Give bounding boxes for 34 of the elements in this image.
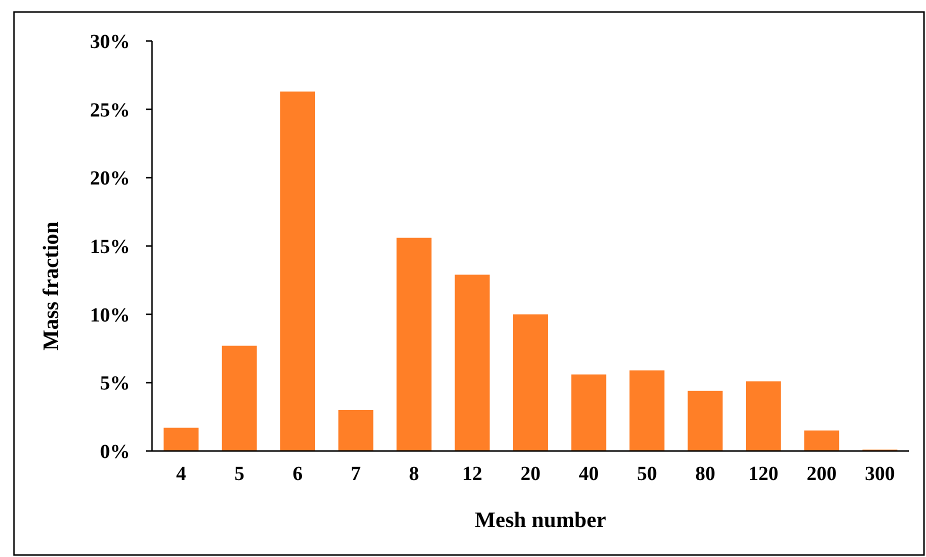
x-tick-label: 8 <box>409 463 420 485</box>
bar <box>513 314 548 451</box>
y-tick-label: 30% <box>90 31 130 53</box>
bar <box>629 370 664 451</box>
y-tick-label: 15% <box>90 236 130 258</box>
x-tick-label: 300 <box>864 463 895 485</box>
bar <box>746 381 781 451</box>
bar <box>396 238 432 451</box>
x-tick-label: 50 <box>636 463 657 485</box>
y-tick-label: 0% <box>100 441 130 463</box>
bar <box>454 274 490 451</box>
x-tick-label: 120 <box>748 463 778 485</box>
bar <box>338 410 374 451</box>
x-axis-title: Mesh number <box>474 507 606 532</box>
x-tick-label: 40 <box>578 463 599 485</box>
bar <box>571 374 606 451</box>
bar <box>280 92 316 451</box>
y-tick-label: 20% <box>90 168 130 190</box>
y-axis-title: Mass fraction <box>38 222 63 350</box>
x-tick-label: 20 <box>520 463 540 485</box>
x-tick-label: 200 <box>806 463 837 485</box>
x-tick-label: 4 <box>176 463 186 485</box>
x-tick-label: 12 <box>462 463 482 485</box>
bar <box>688 390 723 451</box>
x-tick-label: 5 <box>234 463 244 485</box>
y-tick-label: 5% <box>100 372 130 395</box>
x-tick-label: 7 <box>350 463 361 485</box>
x-tick-label: 80 <box>695 463 716 485</box>
bar <box>164 428 199 451</box>
y-tick-label: 10% <box>90 304 130 326</box>
y-tick-label: 25% <box>90 99 130 122</box>
bar <box>222 346 257 451</box>
bar <box>804 430 840 451</box>
x-tick-label: 6 <box>292 463 303 485</box>
